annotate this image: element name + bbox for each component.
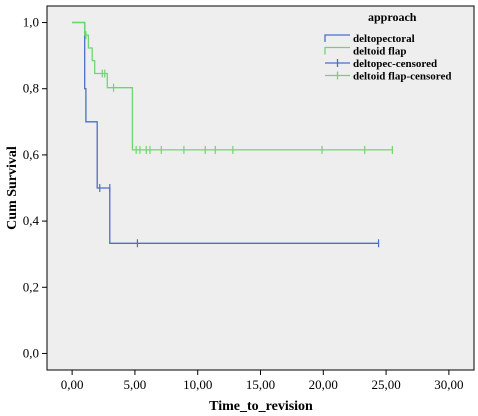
y-tick-label: 0,4 bbox=[23, 213, 40, 228]
plot-area bbox=[46, 5, 475, 371]
y-tick-label: 1,0 bbox=[23, 15, 39, 30]
legend-entry-label: deltoid flap bbox=[353, 46, 406, 58]
legend-line-symbol bbox=[324, 46, 350, 55]
series-layer bbox=[72, 21, 393, 248]
legend-entry-label: deltoid flap-censored bbox=[353, 71, 452, 83]
legend-entry-label: deltopectoral bbox=[353, 33, 415, 45]
y-axis: 0,0 0,2 0,4 0,6 0,8 1,0 bbox=[23, 15, 47, 360]
legend-line-symbol bbox=[324, 34, 350, 42]
legend-entry-label: deltopec-censored bbox=[353, 58, 437, 70]
x-axis: 0,00 5,00 10,00 15,00 20,00 25,00 30,00 bbox=[61, 370, 464, 392]
y-axis-title: Cum Survival bbox=[5, 146, 20, 230]
y-tick-label: 0,6 bbox=[23, 147, 40, 162]
x-tick-label: 25,00 bbox=[371, 377, 400, 392]
x-axis-title: Time_to_revision bbox=[209, 399, 313, 414]
x-tick-label: 30,00 bbox=[434, 377, 463, 392]
legend-title: approach bbox=[368, 10, 417, 24]
x-tick-label: 20,00 bbox=[309, 377, 338, 392]
y-tick-label: 0,0 bbox=[23, 345, 39, 360]
y-tick-label: 0,8 bbox=[23, 81, 39, 96]
y-tick-label: 0,2 bbox=[23, 279, 39, 294]
x-tick-label: 15,00 bbox=[246, 377, 275, 392]
series-line-deltoid-flap bbox=[72, 21, 393, 151]
x-tick-label: 10,00 bbox=[183, 377, 212, 392]
x-tick-label: 5,00 bbox=[124, 377, 147, 392]
series-line-deltopectoral bbox=[72, 21, 379, 244]
x-tick-label: 0,00 bbox=[61, 377, 84, 392]
